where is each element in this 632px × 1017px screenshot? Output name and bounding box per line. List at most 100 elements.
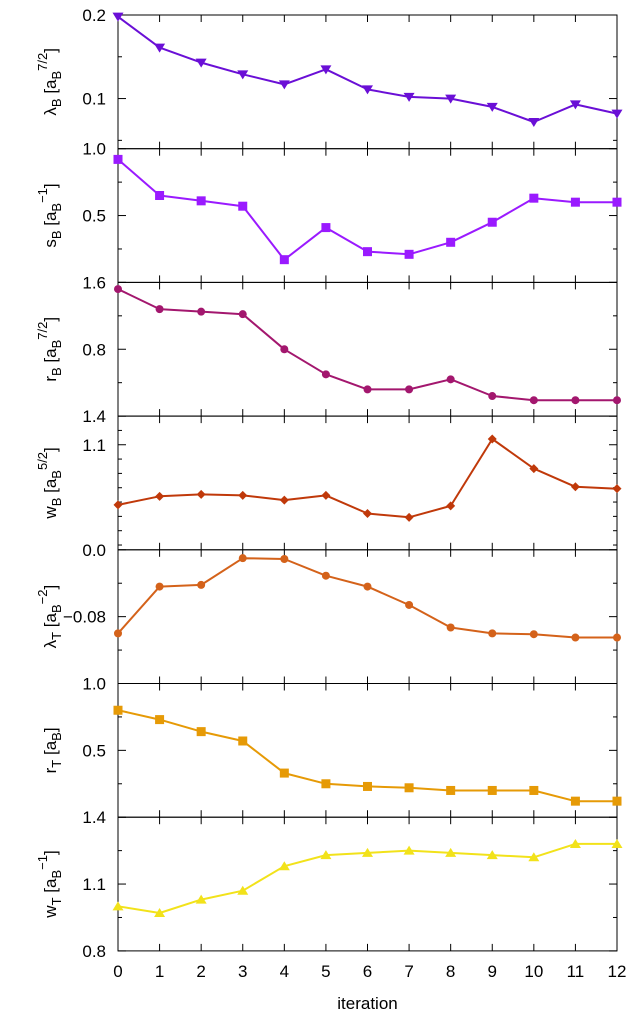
data-point-sB — [570, 197, 580, 207]
y-tick-label: 0.8 — [82, 340, 106, 359]
panel-frame — [117, 549, 618, 684]
data-point-wB — [113, 500, 123, 510]
data-point-rB — [238, 310, 247, 319]
series-line-rB — [117, 288, 617, 402]
data-point-wB — [196, 489, 206, 499]
series-line-wB — [117, 438, 618, 519]
y-axis-label-rT: rT [aB] — [41, 727, 64, 773]
panel-rT: 1.0 0.5 rT [aB] — [41, 675, 622, 818]
data-point-sB — [446, 237, 456, 247]
data-point-wB — [155, 491, 165, 501]
data-point-lambdaB — [486, 102, 498, 112]
data-point-rT — [238, 736, 248, 746]
y-axis-label-wB: wB [aB5/2] — [35, 447, 64, 519]
y-tick-label: 0.5 — [82, 207, 106, 226]
data-point-rT — [446, 785, 456, 795]
data-point-sB — [113, 154, 123, 164]
panel-frame — [117, 816, 618, 952]
data-point-sB — [279, 255, 289, 265]
data-point-wB — [279, 495, 289, 505]
data-point-lambdaB — [403, 92, 415, 102]
data-point-rB — [321, 370, 330, 379]
data-point-lambdaT — [321, 571, 330, 580]
panel-sB: 1.0 0.5 sB [aB−1] — [35, 140, 622, 283]
data-point-lambdaT — [446, 623, 455, 632]
panel-frame — [117, 148, 618, 283]
y-tick-label: 1.0 — [82, 675, 106, 694]
x-tick-label: 1 — [155, 962, 164, 981]
data-point-wT — [195, 894, 207, 904]
data-point-wT — [237, 885, 249, 895]
data-point-wB — [404, 512, 414, 522]
data-point-rB — [114, 285, 122, 294]
data-point-lambdaB — [445, 94, 457, 104]
data-point-sB — [404, 249, 414, 259]
data-point-rT — [279, 768, 289, 778]
data-point-rT — [321, 779, 331, 789]
y-axis-label-lambdaT: λT [aB−2] — [35, 585, 64, 649]
data-point-wT — [611, 838, 623, 848]
data-point-sB — [363, 247, 372, 257]
x-axis-label: iteration — [337, 994, 397, 1013]
x-tick-label: 12 — [608, 962, 627, 981]
data-point-rT — [363, 781, 372, 791]
x-tick-label: 6 — [363, 962, 372, 981]
data-point-lambdaT — [488, 629, 497, 638]
x-tick-label: 3 — [238, 962, 247, 981]
data-point-lambdaB — [569, 100, 581, 110]
data-point-lambdaB — [112, 12, 124, 22]
series-line-lambdaT — [117, 557, 617, 639]
panel-frame — [117, 281, 618, 417]
data-point-lambdaB — [611, 109, 623, 119]
data-point-lambdaT — [613, 633, 621, 642]
data-point-lambdaT — [363, 582, 372, 591]
data-point-rB — [363, 385, 372, 394]
data-point-rT — [487, 785, 497, 795]
data-point-wT — [362, 847, 373, 857]
data-point-rT — [612, 796, 622, 806]
y-axis-label-sB: sB [aB−1] — [35, 183, 64, 247]
data-point-rB — [488, 392, 497, 401]
x-tick-label: 5 — [321, 962, 330, 981]
y-tick-label: 1.1 — [82, 875, 106, 894]
data-point-rB — [155, 305, 164, 314]
data-point-rB — [405, 385, 414, 394]
data-point-rT — [404, 783, 414, 793]
y-tick-label: 1.6 — [82, 273, 106, 292]
y-tick-label: 0.0 — [82, 541, 106, 560]
y-tick-label: 1.1 — [82, 436, 106, 455]
data-point-sB — [612, 197, 622, 207]
data-point-lambdaB — [320, 65, 332, 75]
data-point-rB — [280, 345, 289, 354]
data-point-lambdaB — [278, 80, 290, 90]
data-point-wT — [528, 852, 540, 862]
data-point-wB — [363, 509, 372, 519]
y-tick-label: 1.4 — [82, 407, 106, 426]
data-point-wB — [487, 434, 497, 444]
data-point-wB — [570, 482, 580, 492]
panel-frame — [117, 14, 618, 150]
panel-frame — [117, 683, 618, 818]
panel-frame — [117, 415, 618, 551]
data-point-wT — [445, 847, 457, 857]
data-point-rT — [196, 727, 206, 737]
panel-wB: 1.4 1.1 wB [aB5/2] — [35, 407, 622, 551]
data-point-lambdaT — [155, 582, 164, 591]
x-tick-label: 7 — [404, 962, 413, 981]
data-point-sB — [196, 196, 206, 206]
data-point-rT — [113, 705, 123, 715]
data-point-sB — [487, 217, 497, 227]
y-axis-label-rB: rB [aB7/2] — [35, 317, 64, 382]
data-point-lambdaB — [237, 70, 249, 80]
data-point-wT — [486, 850, 498, 860]
y-tick-label: 0.8 — [82, 942, 106, 961]
y-tick-label: 1.0 — [82, 140, 106, 159]
data-point-wB — [238, 490, 248, 500]
x-tick-label: 11 — [567, 962, 585, 981]
data-point-lambdaB — [154, 43, 166, 53]
x-tick-label: 0 — [113, 962, 122, 981]
data-point-lambdaT — [405, 600, 414, 609]
data-point-wT — [112, 901, 124, 911]
